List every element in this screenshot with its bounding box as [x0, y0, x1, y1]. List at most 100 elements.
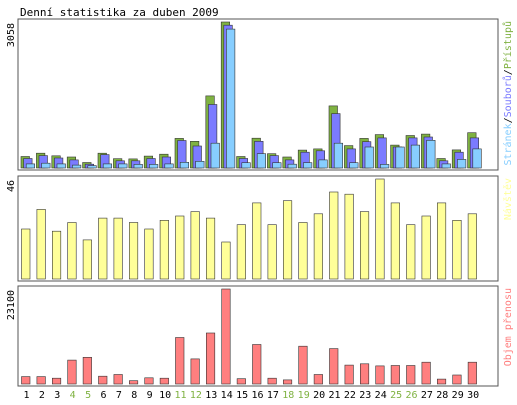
x-tick-label-day-23: 23: [359, 390, 371, 401]
bar-visits-day-25: [390, 202, 400, 280]
bar-visits-day-9: [144, 228, 154, 280]
x-axis-day-labels: 1 2 3 4 5 6 7 8 9 10 11 12 13 14 15 16 17 18 19 20 21 22 23 24 2…: [23, 390, 479, 401]
x-tick-label-day-14: 14: [221, 390, 233, 401]
bar-kbytes-day-2: [36, 376, 46, 385]
x-tick-label-day-11: 11: [174, 390, 186, 401]
bar-kbytes-day-22: [344, 364, 354, 385]
bar-visits-day-8: [129, 222, 139, 280]
bar-visits-day-5: [82, 239, 92, 280]
bar-kbytes-day-19: [298, 345, 308, 385]
bar-kbytes-day-5: [82, 356, 92, 385]
bar-visits-day-18: [282, 200, 293, 280]
bar-pages-day-10: [164, 163, 174, 169]
bar-kbytes-day-17: [267, 377, 277, 385]
bar-visits-day-27: [421, 215, 431, 280]
bar-kbytes-day-20: [313, 374, 323, 385]
bar-visits-day-1: [21, 228, 31, 280]
bar-pages-day-14: [226, 28, 236, 169]
x-tick-label-day-6: 6: [100, 390, 106, 401]
x-tick-label-day-16: 16: [251, 390, 263, 401]
bar-pages-day-18: [287, 163, 297, 169]
bar-kbytes-day-10: [159, 377, 169, 385]
legend-entry: /: [503, 69, 514, 75]
bar-kbytes-day-27: [421, 361, 431, 385]
bar-pages-day-17: [272, 162, 282, 169]
x-tick-label-day-17: 17: [267, 390, 279, 401]
legend-entry: Přístupů: [502, 21, 514, 69]
bar-kbytes-day-1: [21, 376, 31, 385]
bar-pages-day-4: [72, 164, 82, 169]
bar-kbytes-day-4: [67, 359, 77, 385]
y-axis-max-label: 23100: [6, 290, 17, 320]
bar-kbytes-day-7: [113, 374, 123, 385]
bar-pages-day-12: [195, 161, 205, 169]
bar-kbytes-day-21: [329, 348, 339, 385]
bar-pages-day-20: [318, 159, 328, 169]
bar-visits-day-17: [267, 224, 277, 280]
bar-pages-day-5: [87, 165, 97, 169]
y-axis-max-label: 3058: [6, 23, 17, 47]
bar-visits-day-3: [51, 230, 62, 280]
bar-pages-day-13: [210, 142, 220, 169]
bar-pages-day-24: [380, 164, 390, 169]
bar-visits-day-6: [98, 217, 108, 280]
x-tick-label-day-20: 20: [313, 390, 325, 401]
x-tick-label-day-8: 8: [131, 390, 137, 401]
bar-kbytes-day-11: [175, 337, 185, 385]
panel-bottom: 23100 Objem přenosu: [6, 285, 514, 387]
bar-pages-day-27: [426, 140, 436, 169]
y-axis-max-label: 46: [6, 180, 17, 192]
bar-visits-day-22: [344, 193, 354, 280]
bar-visits-day-14: [221, 241, 231, 280]
bar-visits-day-23: [359, 211, 370, 280]
bar-pages-day-26: [410, 144, 421, 169]
x-tick-label-day-13: 13: [205, 390, 217, 401]
bar-visits-day-19: [298, 222, 308, 280]
bar-kbytes-day-23: [359, 363, 370, 385]
bar-kbytes-day-30: [467, 361, 477, 385]
bar-kbytes-day-3: [51, 377, 62, 385]
bar-pages-day-6: [102, 163, 112, 169]
legend-entry: Souborů: [502, 75, 514, 117]
bar-pages-day-8: [133, 164, 143, 169]
bar-kbytes-day-25: [390, 365, 400, 385]
x-tick-label-day-29: 29: [452, 390, 464, 401]
bar-visits-day-26: [406, 224, 416, 280]
bar-visits-day-21: [329, 191, 339, 280]
series-kbytes: [21, 288, 477, 385]
bar-kbytes-day-6: [98, 375, 108, 385]
legend-entry: Objem přenosu: [502, 288, 514, 366]
bar-kbytes-day-13: [206, 332, 216, 385]
x-tick-label-day-5: 5: [85, 390, 91, 401]
bar-kbytes-day-15: [236, 378, 246, 385]
legend-entry: Stránek: [502, 123, 514, 165]
bar-kbytes-day-16: [252, 344, 262, 385]
bar-kbytes-day-14: [221, 288, 231, 385]
bar-visits-day-15: [236, 224, 246, 280]
x-tick-label-day-7: 7: [116, 390, 122, 401]
panel-middle: 46 Návštěv: [6, 175, 514, 282]
bar-pages-day-22: [349, 162, 359, 169]
x-tick-label-day-3: 3: [54, 390, 60, 401]
legend-bottom: Objem přenosu: [502, 288, 514, 366]
bar-kbytes-day-28: [436, 378, 447, 385]
x-tick-label-day-9: 9: [147, 390, 153, 401]
x-tick-label-day-10: 10: [159, 390, 171, 401]
bar-visits-day-29: [452, 220, 462, 280]
bar-visits-day-2: [36, 209, 46, 280]
bar-visits-day-4: [67, 222, 77, 280]
bar-pages-day-21: [333, 142, 344, 169]
bar-pages-day-3: [56, 163, 66, 169]
bar-visits-day-10: [159, 220, 169, 280]
x-tick-label-day-25: 25: [390, 390, 402, 401]
bar-kbytes-day-26: [406, 365, 416, 385]
x-tick-label-day-18: 18: [282, 390, 294, 401]
x-tick-label-day-26: 26: [405, 390, 417, 401]
legend-middle: Návštěv: [502, 178, 514, 220]
series-visits: [21, 178, 477, 280]
bar-pages-day-28: [441, 163, 451, 169]
legend-entry: /: [503, 117, 514, 123]
